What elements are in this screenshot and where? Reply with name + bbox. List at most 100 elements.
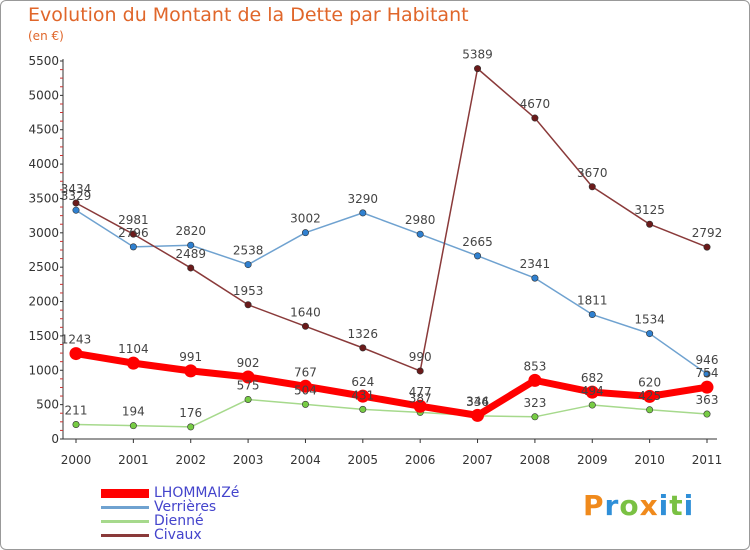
data-label: 767 [294,365,317,379]
logo-letter: r [604,489,620,522]
data-label: 323 [523,396,546,410]
y-tick-label: 3500 [28,191,59,205]
legend-swatch [101,489,149,498]
data-label: 991 [179,350,202,364]
data-point [356,389,370,403]
y-tick-label: 500 [36,398,59,412]
data-label: 1640 [290,305,321,319]
data-point [416,367,424,375]
data-point [187,264,195,272]
data-label: 3290 [348,192,379,206]
data-point [184,364,198,378]
legend-item: Civaux [101,527,361,543]
series-line [75,67,708,372]
data-label: 176 [179,406,202,420]
y-tick-label: 2500 [28,260,59,274]
data-label: 853 [523,359,546,373]
data-label: 620 [638,375,661,389]
data-point [72,420,80,428]
data-point [531,114,539,122]
y-tick-label: 3000 [28,226,59,240]
legend-label: Verrières [154,499,217,515]
y-tick-label: 5500 [28,54,59,68]
x-tick-label: 2007 [462,453,493,467]
data-label: 1534 [634,313,665,327]
data-label: 3329 [61,189,92,203]
x-tick-label: 2002 [175,453,206,467]
data-label: 3125 [634,203,665,217]
data-label: 2538 [233,244,264,258]
legend-label: Civaux [154,527,202,543]
data-label: 575 [237,378,260,392]
y-tick-label: 1000 [28,363,59,377]
legend-item: LHOMMAIZé [101,485,361,501]
data-point [359,209,367,217]
x-tick-label: 2010 [634,453,665,467]
series-lines [69,65,714,431]
data-point [241,370,255,384]
data-label: 682 [581,371,604,385]
data-label: 754 [696,366,719,380]
data-point [69,347,83,361]
logo-letter: i [658,489,670,522]
data-label: 431 [351,388,374,402]
data-labels: 1243 1104 991 902 767 624 477 344 853 682 620 754 33… [61,48,723,420]
unit-label: (en €) [28,29,64,43]
data-point [301,322,309,330]
data-point [359,344,367,352]
series-line [75,398,708,428]
data-label: 211 [65,403,88,417]
data-label: 494 [581,384,604,398]
legend-label: LHOMMAIZé [154,485,240,501]
data-label: 477 [409,385,432,399]
data-label: 902 [237,356,260,370]
logo-letter: i [683,489,695,522]
data-label: 990 [409,350,432,364]
data-label: 425 [638,389,661,403]
data-point [703,410,711,418]
data-point [588,311,596,319]
data-point [72,206,80,214]
data-label: 2792 [692,226,723,240]
data-label: 504 [294,383,317,397]
data-point [359,405,367,413]
data-label: 2980 [405,213,436,227]
data-point [129,243,137,251]
data-point [129,230,137,238]
x-tick-label: 2000 [61,453,92,467]
x-tick-label: 2003 [233,453,264,467]
data-label: 1104 [118,342,149,356]
data-label: 2796 [118,226,149,240]
data-point [301,400,309,408]
x-tick-label: 2004 [290,453,321,467]
data-point [413,399,427,413]
x-tick-label: 2001 [118,453,149,467]
data-label: 946 [696,353,719,367]
legend-item: Dienné [101,513,361,529]
legend-item: Verrières [101,499,361,515]
y-tick-label: 4000 [28,157,59,171]
data-point [528,373,542,387]
series-line [75,350,708,419]
logo-letter: P [583,489,605,522]
logo-letter: x [639,489,659,522]
y-tick-label: 0 [51,432,59,446]
data-point [700,380,714,394]
data-point [244,301,252,309]
chart-title: Evolution du Montant de la Dette par Hab… [28,4,469,26]
y-tick-label: 2000 [28,295,59,309]
legend-swatch [101,520,149,523]
data-point [244,261,252,269]
logo-letter: o [619,489,640,522]
data-label: 1326 [348,327,379,341]
data-point [646,330,654,338]
legend: LHOMMAIZé Verrières Dienné Civaux [101,485,361,543]
logo-letter: t [669,489,684,522]
data-label: 336 [466,395,489,409]
data-label: 3434 [61,182,92,196]
data-label: 3670 [577,166,608,180]
data-label: 2341 [520,257,551,271]
data-label: 1243 [61,333,92,347]
data-point [244,395,252,403]
